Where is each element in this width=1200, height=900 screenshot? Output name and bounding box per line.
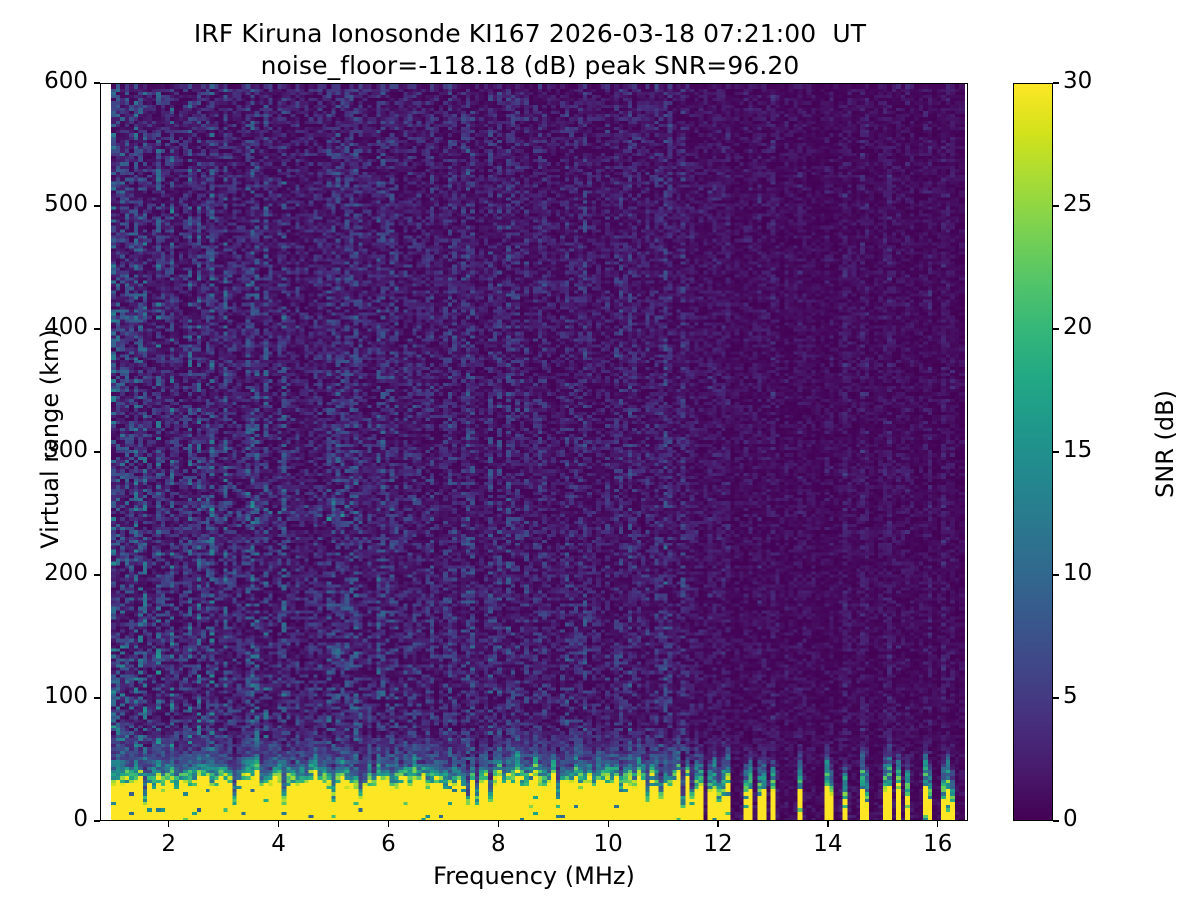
x-tick-label: 6 — [381, 831, 396, 857]
colorbar-tick-label: 15 — [1063, 437, 1093, 463]
colorbar-tick-mark — [1053, 328, 1059, 330]
colorbar-tick-label: 20 — [1063, 314, 1093, 340]
y-tick-label: 600 — [44, 68, 88, 94]
x-tick-label: 2 — [161, 831, 176, 857]
x-tick-label: 10 — [593, 831, 623, 857]
x-tick-label: 14 — [813, 831, 843, 857]
colorbar-tick-mark — [1053, 697, 1059, 699]
colorbar-tick-label: 0 — [1063, 806, 1078, 832]
y-tick-mark — [94, 205, 100, 207]
colorbar-tick-mark — [1053, 451, 1059, 453]
title-line-2: noise_floor=-118.18 (dB) peak SNR=96.20 — [260, 51, 800, 80]
colorbar-tick-mark — [1053, 82, 1059, 84]
x-tick-mark — [827, 821, 829, 827]
x-axis-label: Frequency (MHz) — [433, 862, 635, 890]
colorbar[interactable] — [1013, 83, 1053, 821]
y-tick-label: 0 — [73, 806, 88, 832]
title-line-1: IRF Kiruna Ionosonde KI167 2026-03-18 07… — [193, 19, 867, 48]
x-tick-label: 16 — [923, 831, 953, 857]
ionogram-heatmap-canvas[interactable] — [101, 84, 967, 820]
x-tick-mark — [168, 821, 170, 827]
x-tick-label: 8 — [490, 831, 506, 857]
y-tick-mark — [94, 82, 100, 84]
x-tick-mark — [717, 821, 719, 827]
y-tick-mark — [94, 574, 100, 576]
y-tick-mark — [94, 328, 100, 330]
colorbar-label: SNR (dB) — [1151, 390, 1179, 498]
x-tick-label: 4 — [271, 831, 286, 857]
colorbar-tick-label: 10 — [1063, 560, 1093, 586]
y-tick-label: 200 — [44, 560, 88, 586]
y-tick-label: 100 — [44, 683, 88, 709]
colorbar-tick-label: 5 — [1063, 683, 1078, 709]
y-tick-label: 500 — [44, 191, 88, 217]
x-tick-mark — [497, 821, 499, 827]
y-tick-label: 400 — [44, 314, 88, 340]
y-tick-mark — [94, 697, 100, 699]
colorbar-tick-label: 30 — [1063, 68, 1093, 94]
figure-title: IRF Kiruna Ionosonde KI167 2026-03-18 07… — [0, 18, 1060, 82]
colorbar-gradient — [1014, 84, 1052, 820]
y-tick-label: 300 — [44, 437, 88, 463]
y-tick-mark — [94, 820, 100, 822]
colorbar-tick-mark — [1053, 820, 1059, 822]
y-tick-mark — [94, 451, 100, 453]
x-tick-mark — [387, 821, 390, 827]
x-tick-mark — [607, 821, 609, 827]
colorbar-tick-mark — [1053, 205, 1059, 207]
colorbar-tick-mark — [1053, 574, 1059, 576]
x-tick-mark — [277, 821, 280, 827]
ionogram-plot-area[interactable] — [100, 83, 968, 821]
x-tick-mark — [937, 821, 939, 827]
x-tick-label: 12 — [703, 831, 733, 857]
colorbar-tick-label: 25 — [1063, 191, 1093, 217]
